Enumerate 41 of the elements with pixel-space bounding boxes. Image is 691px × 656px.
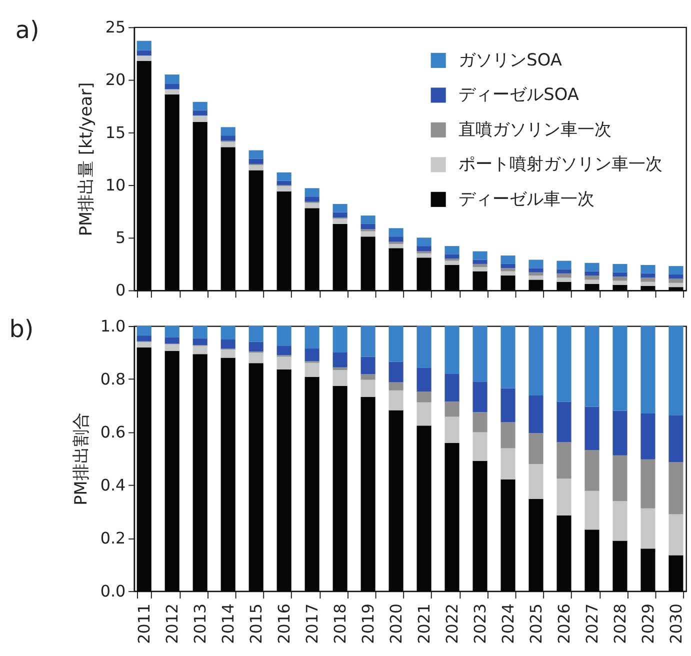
y-tick-label: 10: [105, 175, 126, 194]
y-axis-title: PM排出割合: [70, 412, 90, 506]
x-tick-label: 2011: [134, 603, 154, 644]
x-tick-label: 2018: [330, 603, 350, 644]
x-tick-label: 2015: [246, 603, 266, 644]
x-tick-label: 2021: [414, 603, 434, 644]
y-tick-label: 0.0: [100, 582, 126, 601]
x-tick-label: 2029: [638, 603, 658, 644]
x-tick-label: 2025: [526, 603, 546, 644]
y-tick-label: 25: [105, 18, 126, 37]
legend-label: ディーゼルSOA: [458, 84, 580, 104]
legend-label: 直噴ガソリン車一次: [458, 118, 612, 139]
x-tick-label: 2022: [442, 603, 462, 644]
x-tick-label: 2016: [274, 603, 294, 644]
legend-label: ディーゼル車一次: [458, 188, 595, 208]
x-tick-label: 2020: [386, 603, 406, 644]
x-tick-label: 2013: [190, 603, 210, 644]
chart-title: b): [9, 314, 34, 343]
y-tick-label: 1.0: [100, 316, 126, 336]
x-tick-label: 2026: [554, 603, 574, 644]
x-tick-label: 2012: [162, 603, 182, 644]
chart-title: a): [15, 16, 40, 44]
y-tick-label: 0.8: [100, 369, 126, 388]
y-tick-label: 0: [115, 280, 126, 300]
y-tick-label: 0.4: [100, 476, 126, 495]
x-tick-label: 2027: [582, 603, 602, 644]
y-axis-title: PM排出量 [kt/year]: [75, 82, 96, 236]
y-tick-label: 5: [115, 228, 126, 248]
x-tick-label: 2019: [358, 603, 378, 644]
y-tick-label: 0.6: [100, 422, 126, 442]
legend-label: ポート噴射ガソリン車一次: [458, 154, 663, 174]
x-tick-label: 2014: [218, 603, 238, 644]
x-tick-label: 2017: [302, 603, 322, 644]
y-tick-label: 0.2: [100, 528, 126, 548]
y-tick-label: 15: [105, 122, 126, 142]
x-tick-label: 2030: [666, 603, 686, 644]
x-tick-label: 2024: [498, 603, 518, 644]
x-tick-label: 2028: [610, 603, 630, 644]
y-tick-label: 20: [105, 70, 126, 90]
legend-label: ガソリンSOA: [458, 49, 562, 70]
x-tick-label: 2023: [470, 603, 490, 644]
